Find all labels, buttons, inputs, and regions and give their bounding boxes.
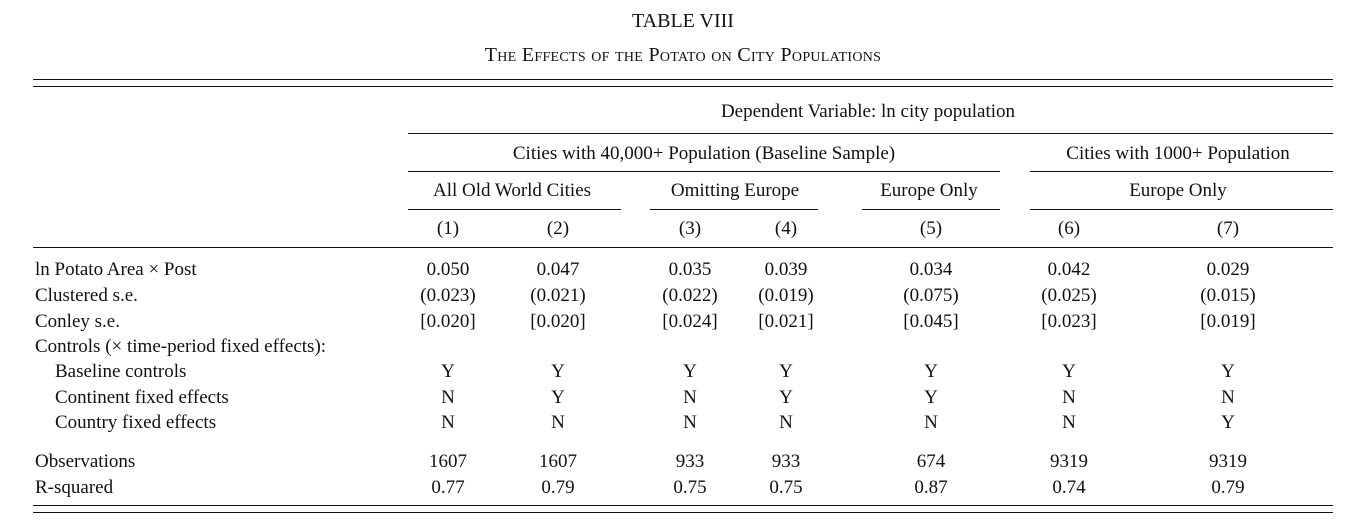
subgroup-europe-only: Europe Only	[880, 180, 978, 201]
table-cell: (0.019)	[758, 285, 814, 306]
table-cell: (0.025)	[1041, 285, 1097, 306]
row-label: Observations	[35, 451, 136, 472]
row-label: R-squared	[35, 477, 114, 498]
table-cell: 0.034	[909, 259, 953, 280]
table-cell: Y	[441, 361, 455, 382]
subgroup-europe-only-1000: Europe Only	[1129, 180, 1227, 201]
table-cell: Y	[551, 387, 565, 408]
table-cell: (0.015)	[1200, 285, 1256, 306]
table-cell: Y	[924, 361, 938, 382]
top-rule-1	[33, 79, 1333, 80]
table-cell: Y	[779, 361, 793, 382]
column-number: (6)	[1057, 218, 1081, 239]
table-cell: Y	[1221, 412, 1235, 433]
table-cell: N	[1221, 387, 1235, 408]
table-cell: 0.75	[769, 477, 803, 498]
table-cell: [0.024]	[662, 311, 718, 332]
dependent-variable-header: Dependent Variable: ln city population	[720, 101, 1016, 122]
table-cell: (0.023)	[420, 285, 476, 306]
row-label: ln Potato Area × Post	[35, 259, 197, 280]
table-cell: [0.021]	[758, 311, 814, 332]
table-cell: N	[683, 387, 697, 408]
row-label: Conley s.e.	[35, 311, 120, 332]
table-cell: Y	[1221, 361, 1235, 382]
table-cell: N	[551, 412, 565, 433]
column-number: (3)	[678, 218, 702, 239]
table-cell: 0.029	[1206, 259, 1250, 280]
table-number: TABLE VIII	[632, 10, 734, 32]
table-cell: 0.050	[426, 259, 470, 280]
row-label: Baseline controls	[55, 361, 187, 382]
table-cell: 933	[675, 451, 705, 472]
row-label: Country fixed effects	[55, 412, 217, 433]
subgroup-rule-3	[862, 209, 1000, 210]
dependent-variable-rule	[408, 133, 1333, 134]
column-number: (1)	[436, 218, 460, 239]
table-cell: N	[1062, 387, 1076, 408]
group-rule-baseline	[408, 171, 1000, 172]
column-number: (5)	[919, 218, 943, 239]
column-number: (2)	[546, 218, 570, 239]
group-header-baseline: Cities with 40,000+ Population (Baseline…	[512, 143, 896, 164]
table-cell: 0.74	[1052, 477, 1086, 498]
table-cell: 9319	[1050, 451, 1088, 472]
column-number: (4)	[774, 218, 798, 239]
table-cell: 0.77	[431, 477, 465, 498]
table-cell: [0.019]	[1200, 311, 1256, 332]
table-cell: [0.020]	[420, 311, 476, 332]
table-cell: (0.075)	[903, 285, 959, 306]
table-cell: [0.023]	[1041, 311, 1097, 332]
table-cell: 1607	[429, 451, 467, 472]
group-header-1000: Cities with 1000+ Population	[1066, 143, 1290, 164]
bottom-rule-1	[33, 505, 1333, 506]
table-cell: 0.79	[541, 477, 575, 498]
table-cell: 9319	[1209, 451, 1247, 472]
table-cell: 933	[771, 451, 801, 472]
subgroup-rule-4	[1030, 209, 1333, 210]
table-title: The Effects of the Potato on City Popula…	[484, 44, 882, 66]
top-rule-2	[33, 86, 1333, 87]
table-cell: N	[441, 387, 455, 408]
subgroup-all-old-world: All Old World Cities	[432, 180, 592, 201]
table-cell: Y	[1062, 361, 1076, 382]
table-cell: N	[924, 412, 938, 433]
table-cell: (0.021)	[530, 285, 586, 306]
table-cell: (0.022)	[662, 285, 718, 306]
table-cell: N	[1062, 412, 1076, 433]
row-label-controls: Controls (× time-period fixed effects):	[35, 336, 327, 357]
table-cell: 674	[916, 451, 946, 472]
table-cell: 0.042	[1047, 259, 1091, 280]
row-label: Clustered s.e.	[35, 285, 138, 306]
table-cell: N	[779, 412, 793, 433]
table-cell: 0.79	[1211, 477, 1245, 498]
row-label: Continent fixed effects	[55, 387, 229, 408]
table-cell: Y	[924, 387, 938, 408]
table-cell: 1607	[539, 451, 577, 472]
table-cell: [0.045]	[903, 311, 959, 332]
table-cell: N	[683, 412, 697, 433]
table-cell: [0.020]	[530, 311, 586, 332]
table-cell: 0.75	[673, 477, 707, 498]
table-cell: 0.047	[536, 259, 580, 280]
table-cell: Y	[551, 361, 565, 382]
header-bottom-rule	[33, 247, 1333, 248]
subgroup-rule-1	[408, 209, 621, 210]
group-rule-1000	[1030, 171, 1333, 172]
table-cell: 0.039	[764, 259, 808, 280]
column-number: (7)	[1216, 218, 1240, 239]
table-cell: 0.87	[914, 477, 948, 498]
table-cell: Y	[683, 361, 697, 382]
subgroup-rule-2	[650, 209, 818, 210]
table-cell: 0.035	[668, 259, 712, 280]
bottom-rule-2	[33, 512, 1333, 513]
table-cell: N	[441, 412, 455, 433]
subgroup-omitting-europe: Omitting Europe	[670, 180, 800, 201]
table-cell: Y	[779, 387, 793, 408]
